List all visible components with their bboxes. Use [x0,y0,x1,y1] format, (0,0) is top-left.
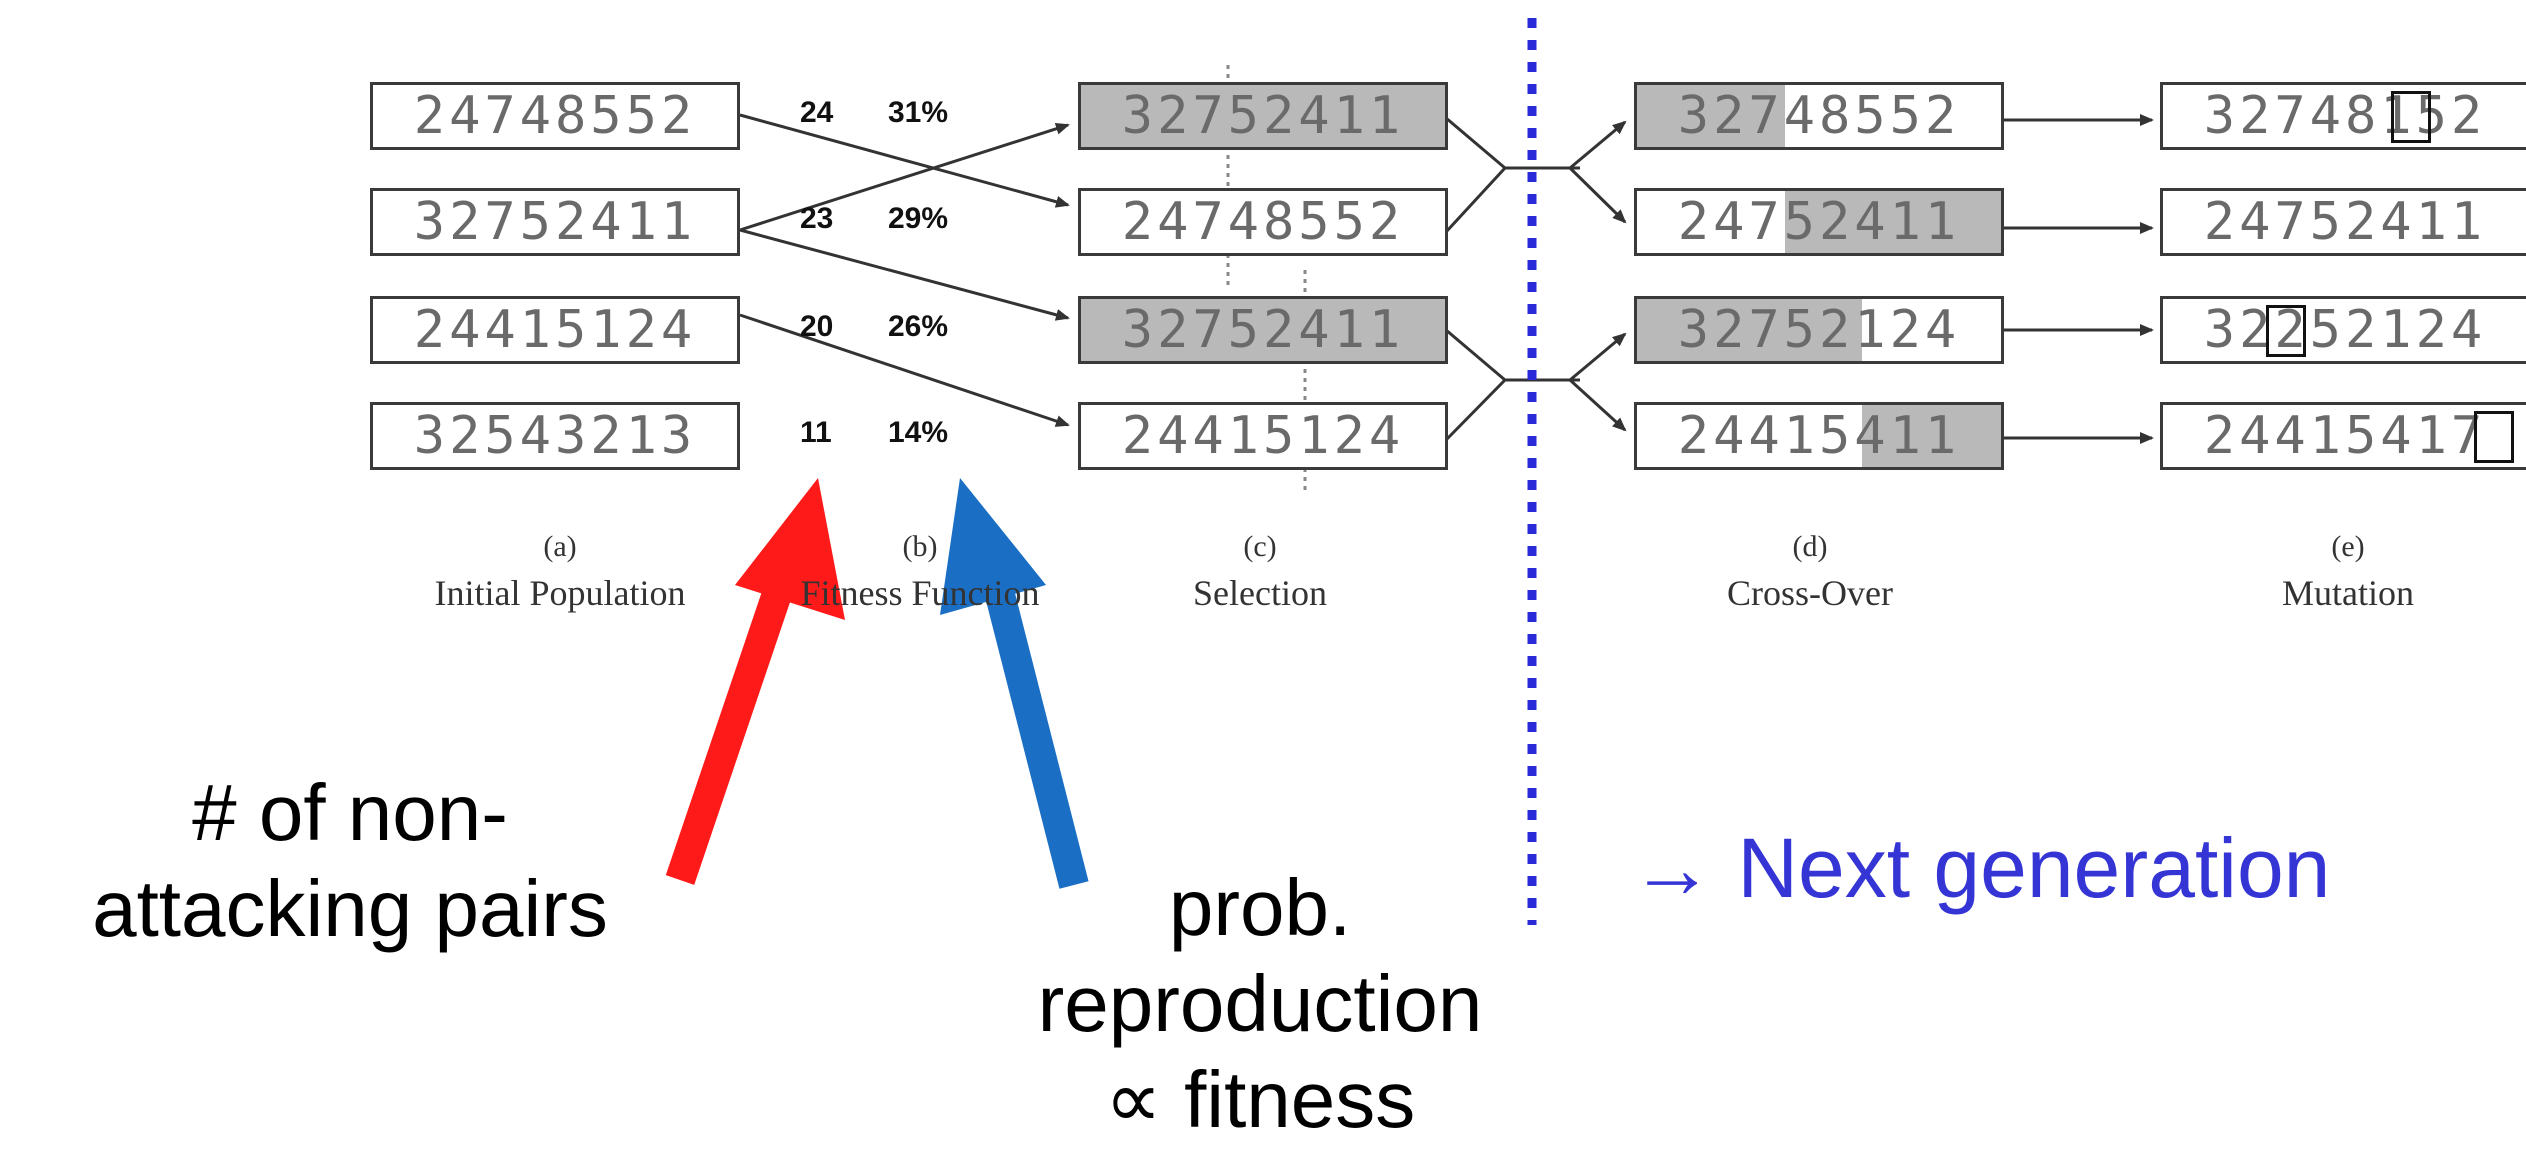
blue-arrow-head [940,478,1046,615]
chromosome-value: 24415411 [1677,406,1961,466]
note-line: ∝ fitness [1104,1055,1416,1144]
chromosome-value: 24752411 [2203,192,2487,252]
chromosome-value: 24415124 [413,300,697,360]
chromosome-value: 32543213 [413,406,697,466]
caption-fitness-function: (b) Fitness Function [740,530,1100,614]
chromosome-value: 24415124 [1121,406,1405,466]
initial-chromosome-box: 24748552 [370,82,740,150]
fitness-score: 23 [800,202,834,235]
next-generation-label: → Next generation [1630,821,2331,915]
fitness-percent: 14% [888,416,949,449]
crossover-arrow [1568,378,1627,432]
fitness-score: 11 [800,416,832,449]
caption-initial-population: (a) Initial Population [380,530,740,614]
crossover-line [1445,116,1506,170]
fitness-percent: 31% [888,96,949,129]
chromosome-value: 32752411 [1121,86,1405,146]
selected-chromosome-box: 32752411 [1078,296,1448,364]
selection-arrow [739,228,1070,321]
chromosome-value: 32752411 [1121,300,1405,360]
selected-chromosome-box: 24415124 [1078,402,1448,470]
shaded-segment [1081,299,1445,361]
offspring-chromosome-box: 32748552 [1634,82,2004,150]
crossover-line [1444,166,1507,234]
initial-chromosome-box: 32752411 [370,188,740,256]
mutated-chromosome-box: 24752411 [2160,188,2526,256]
crossover-arrow [1569,332,1627,382]
selection-arrow [739,113,1070,208]
red-arrow-head [735,478,845,620]
shaded-segment [1862,405,2001,467]
fitness-percent: 26% [888,310,949,343]
mutated-gene-marker [2390,91,2431,143]
offspring-chromosome-box: 24752411 [1634,188,2004,256]
chromosome-value: 32252124 [2203,300,2487,360]
blue-arrow-shaft [985,591,1089,889]
mutated-chromosome-box: 32252124 [2160,296,2526,364]
crossover-line [1445,328,1506,382]
note-line: reproduction [1037,959,1483,1048]
caption-name: Fitness Function [800,573,1040,613]
note-line: prob. [1168,863,1352,952]
selected-chromosome-box: 32752411 [1078,82,1448,150]
crossover-line [1444,378,1507,442]
crossover-arrow [1568,166,1627,224]
caption-name: Cross-Over [1727,573,1893,613]
initial-chromosome-box: 24415124 [370,296,740,364]
selected-chromosome-box: 24748552 [1078,188,1448,256]
caption-cross-over: (d) Cross-Over [1630,530,1990,614]
note-line: attacking pairs [92,864,608,953]
chromosome-value: 32752411 [413,192,697,252]
caption-name: Selection [1193,573,1327,613]
caption-name: Mutation [2282,573,2414,613]
mutated-chromosome-box: 24415417 [2160,402,2526,470]
chromosome-value: 32752124 [1677,300,1961,360]
non-attacking-pairs-note: # of non- attacking pairs [20,765,680,957]
fitness-score: 24 [800,96,834,129]
offspring-chromosome-box: 32752124 [1634,296,2004,364]
shaded-segment [1637,299,1862,361]
caption-letter: (e) [2331,530,2365,563]
note-line: # of non- [192,768,508,857]
caption-selection: (c) Selection [1080,530,1440,614]
chromosome-value: 24748552 [413,86,697,146]
chromosome-value: 24752411 [1677,192,1961,252]
fitness-score: 20 [800,310,834,343]
caption-letter: (d) [1792,530,1828,563]
red-arrow-shaft [665,580,795,885]
mutated-gene-marker [2266,305,2306,357]
mutated-chromosome-box: 32748152 [2160,82,2526,150]
shaded-segment [1081,85,1445,147]
chromosome-value: 32748152 [2203,86,2487,146]
caption-letter: (c) [1243,530,1277,563]
chromosome-value: 24415417 [2203,406,2487,466]
chromosome-value: 32748552 [1677,86,1961,146]
fitness-percent: 29% [888,202,949,235]
offspring-chromosome-box: 24415411 [1634,402,2004,470]
selection-arrow [739,313,1070,427]
chromosome-value: 24748552 [1121,192,1405,252]
shaded-segment [1785,191,2001,253]
mutated-gene-marker [2473,411,2514,463]
caption-letter: (a) [543,530,577,563]
selection-arrow [739,122,1070,232]
initial-chromosome-box: 32543213 [370,402,740,470]
reproduction-probability-note: prob. reproduction ∝ fitness [900,860,1620,1148]
caption-letter: (b) [902,530,938,563]
crossover-arrow [1569,120,1627,170]
caption-mutation: (e) Mutation [2168,530,2526,614]
shaded-segment [1637,85,1785,147]
caption-name: Initial Population [434,573,686,613]
